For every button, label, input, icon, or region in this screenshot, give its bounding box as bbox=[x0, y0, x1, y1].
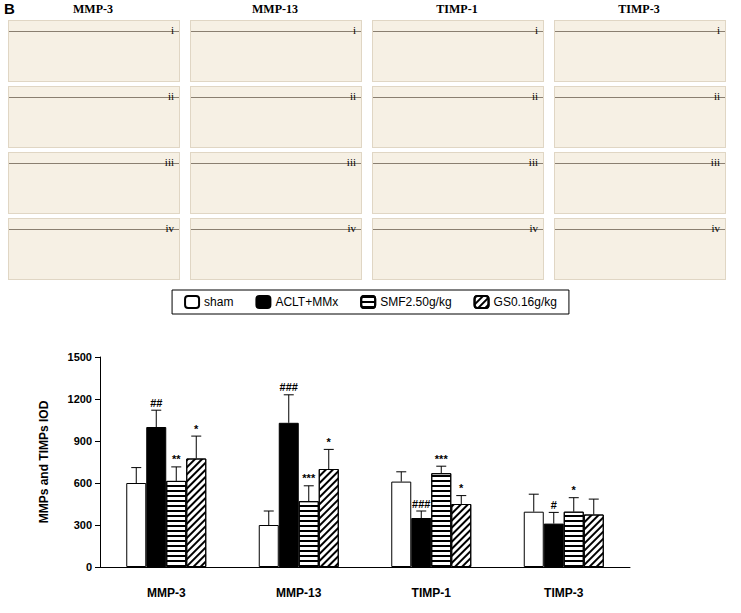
html-text:iii: iii bbox=[710, 156, 720, 168]
svg-text:MMPs and TIMPs IOD: MMPs and TIMPs IOD bbox=[37, 400, 51, 523]
svg-text:##: ## bbox=[150, 397, 162, 409]
html-text:MMP-13: MMP-13 bbox=[252, 2, 298, 16]
svg-text:SMF2.50g/kg: SMF2.50g/kg bbox=[380, 295, 451, 309]
html-text:MMP-3: MMP-3 bbox=[73, 2, 113, 16]
svg-text:*: * bbox=[327, 436, 332, 448]
html-text:ii: ii bbox=[713, 90, 720, 102]
svg-text:###: ### bbox=[280, 381, 298, 393]
svg-text:*: * bbox=[572, 484, 577, 496]
svg-text:sham: sham bbox=[204, 295, 233, 309]
html-text:i: i bbox=[170, 24, 174, 36]
svg-text:600: 600 bbox=[74, 477, 92, 489]
svg-text:MMP-3: MMP-3 bbox=[147, 586, 186, 600]
svg-text:***: *** bbox=[435, 453, 449, 465]
html-text:iv: iv bbox=[165, 222, 174, 234]
svg-text:1200: 1200 bbox=[68, 393, 92, 405]
svg-text:1500: 1500 bbox=[68, 351, 92, 363]
html-text:i: i bbox=[352, 24, 356, 36]
svg-text:###: ### bbox=[412, 498, 430, 510]
html-text:i: i bbox=[534, 24, 538, 36]
svg-text:0: 0 bbox=[86, 561, 92, 573]
svg-text:TIMP-3: TIMP-3 bbox=[544, 586, 584, 600]
svg-text:ACLT+MMx: ACLT+MMx bbox=[275, 295, 338, 309]
html-text:iv: iv bbox=[347, 222, 356, 234]
html-text:iv: iv bbox=[711, 222, 720, 234]
html-text:TIMP-3: TIMP-3 bbox=[618, 2, 660, 16]
svg-text:900: 900 bbox=[74, 435, 92, 447]
html-text:iii: iii bbox=[528, 156, 538, 168]
svg-text:TIMP-1: TIMP-1 bbox=[412, 586, 452, 600]
html-text:ii: ii bbox=[167, 90, 174, 102]
html-text:ii: ii bbox=[531, 90, 538, 102]
svg-text:#: # bbox=[551, 499, 557, 511]
html-text:iv: iv bbox=[529, 222, 538, 234]
html-text:TIMP-1: TIMP-1 bbox=[436, 2, 478, 16]
html-text:B: B bbox=[4, 0, 15, 17]
html-text:iii: iii bbox=[346, 156, 356, 168]
svg-text:GS0.16g/kg: GS0.16g/kg bbox=[494, 295, 557, 309]
svg-text:300: 300 bbox=[74, 519, 92, 531]
html-text:iii: iii bbox=[164, 156, 174, 168]
html-text:ii: ii bbox=[349, 90, 356, 102]
svg-text:**: ** bbox=[172, 453, 181, 465]
svg-text:*: * bbox=[194, 423, 199, 435]
html-text:i: i bbox=[716, 24, 720, 36]
svg-text:*: * bbox=[459, 482, 464, 494]
svg-text:MMP-13: MMP-13 bbox=[276, 586, 322, 600]
svg-text:***: *** bbox=[302, 472, 316, 484]
